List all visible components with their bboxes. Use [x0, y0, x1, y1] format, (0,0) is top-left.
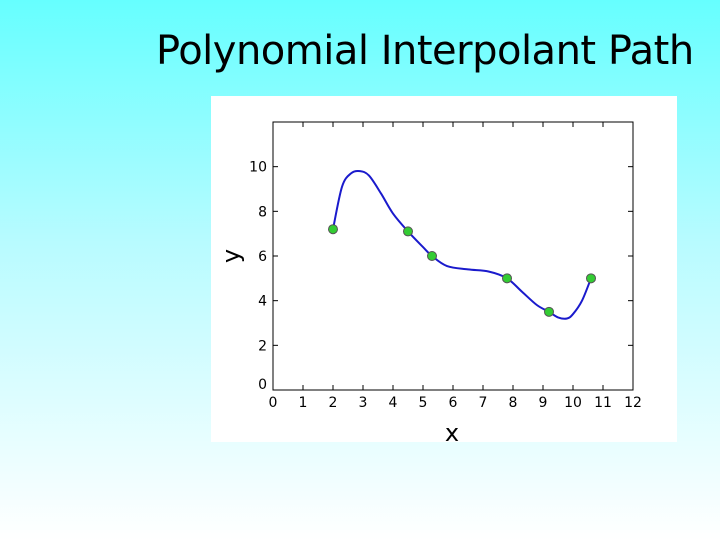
- data-point: [403, 226, 413, 237]
- x-tick-label: 12: [624, 395, 642, 411]
- x-tick-label: 9: [539, 395, 548, 411]
- data-point: [427, 251, 437, 261]
- y-tick-label: 0: [258, 377, 267, 393]
- plot-panel: 0 1 2 3 4 5 6 7 8 9 10 11 12 0 2 4 6 8 10 x y: [211, 96, 677, 442]
- series-layer: [328, 169, 596, 320]
- data-point: [502, 273, 512, 284]
- y-tick-label: 2: [258, 338, 267, 354]
- y-tick-label: 10: [249, 160, 267, 176]
- x-tick-label: 8: [509, 395, 518, 411]
- x-tick-label: 5: [419, 395, 428, 411]
- y-axis-title: y: [217, 249, 245, 263]
- x-tick-label: 10: [564, 395, 582, 411]
- y-tick-label: 6: [258, 249, 267, 265]
- x-tick-label: 4: [389, 395, 398, 411]
- x-axis-title: x: [445, 419, 459, 442]
- data-point: [586, 273, 596, 284]
- axes-frame: [272, 121, 634, 391]
- y-tick-label: 4: [258, 294, 267, 310]
- y-tick-label: 8: [258, 204, 267, 220]
- x-tick-label: 11: [594, 395, 612, 411]
- data-point: [328, 224, 338, 235]
- x-tick-label: 0: [269, 395, 278, 411]
- interpolant-curve: [332, 169, 592, 320]
- slide-title: Polynomial Interpolant Path: [156, 28, 694, 74]
- x-tick-label: 1: [299, 395, 308, 411]
- x-tick-label: 3: [359, 395, 368, 411]
- x-tick-label: 6: [449, 395, 458, 411]
- data-point: [544, 306, 554, 317]
- x-tick-label: 7: [479, 395, 488, 411]
- x-tick-label: 2: [329, 395, 338, 411]
